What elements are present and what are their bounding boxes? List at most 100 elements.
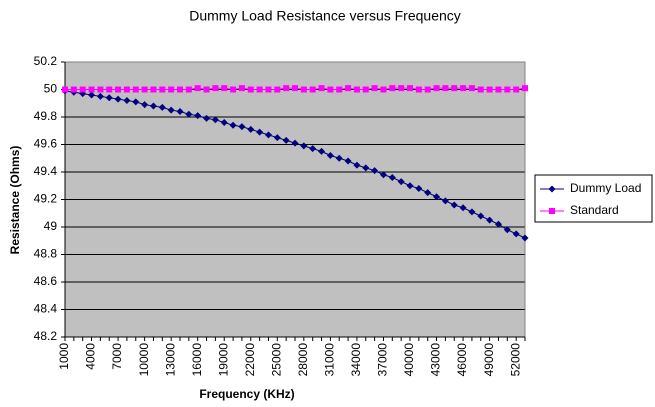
data-point [460,85,467,92]
data-point [159,86,166,93]
data-point [212,85,219,92]
data-point [389,85,396,92]
data-point [495,86,502,93]
y-tick-label: 48.4 [34,302,58,316]
data-point [318,85,325,92]
data-point [150,86,157,93]
data-point [283,85,290,92]
data-point [114,95,122,103]
data-point [300,142,308,150]
data-point [132,86,139,93]
data-point [442,85,449,92]
data-point [397,178,405,186]
y-tick-label: 49 [44,219,58,233]
data-point [326,152,334,159]
x-tick-label: 13000 [163,343,177,377]
data-point [97,86,104,93]
data-point [494,220,502,228]
y-tick-label: 48.8 [34,247,58,261]
data-point [96,92,104,100]
data-point [220,119,228,126]
data-point [362,164,370,172]
data-point [379,171,387,179]
y-axis-title: Resistance (Ohms) [8,146,22,255]
data-point [274,86,281,93]
data-point [398,85,405,92]
legend-label: Standard [570,203,619,217]
data-point [292,85,298,92]
data-point [406,182,414,190]
data-point [371,167,379,175]
data-point [256,128,264,136]
x-tick-label: 46000 [455,343,469,377]
data-point [185,110,193,118]
data-point [158,103,166,111]
data-point [513,86,520,93]
data-point [194,112,202,120]
data-point [177,86,183,93]
data-point [106,86,113,93]
data-point [79,86,86,93]
data-point [362,86,369,93]
data-point [238,85,245,92]
data-point [450,201,458,209]
data-point [309,145,317,153]
data-point [433,85,440,92]
data-point [424,189,432,197]
data-point [371,85,378,92]
data-point [336,86,343,93]
data-point [318,147,326,155]
data-point [88,91,96,99]
data-point [105,94,113,102]
data-point [415,86,422,93]
y-tick-label: 50.2 [34,54,58,68]
data-point [468,85,475,92]
data-point [230,86,237,93]
legend-label: Dummy Load [570,181,641,195]
data-point [477,212,485,220]
data-point [149,102,157,110]
x-tick-label: 1000 [57,343,71,370]
data-point [433,193,441,201]
x-tick-label: 40000 [402,343,416,377]
y-tick-label: 50 [44,82,58,96]
data-point [168,86,175,93]
x-tick-label: 43000 [429,343,443,377]
data-point [194,85,201,92]
data-point [504,86,511,93]
x-tick-label: 52000 [508,343,522,377]
data-point [115,86,122,93]
data-point [273,134,281,142]
data-point [468,208,476,216]
data-point [521,234,529,242]
data-point [123,97,131,104]
data-point [203,114,211,122]
data-point [141,86,148,93]
x-tick-label: 49000 [482,343,496,377]
x-tick-label: 22000 [243,343,257,377]
data-point [353,161,361,169]
data-point [477,86,484,93]
data-point [512,230,520,238]
legend-marker [549,208,555,214]
data-point [522,85,528,92]
data-point [211,116,219,124]
y-tick-label: 49.8 [34,109,58,123]
x-tick-label: 7000 [110,343,124,370]
data-point [88,86,95,93]
data-point [247,86,254,93]
x-tick-label: 19000 [216,343,230,377]
data-point [291,139,299,147]
data-point [335,154,343,162]
x-tick-label: 25000 [269,343,283,377]
legend-box [534,174,653,223]
data-point [345,85,352,92]
data-point [344,157,352,165]
legend-marker [548,185,556,193]
x-tick-label: 16000 [190,343,204,377]
y-tick-label: 48.6 [34,274,58,288]
data-point [503,226,511,234]
data-point [185,86,192,93]
y-tick-label: 49.2 [34,192,58,206]
y-tick-label: 49.6 [34,137,58,151]
